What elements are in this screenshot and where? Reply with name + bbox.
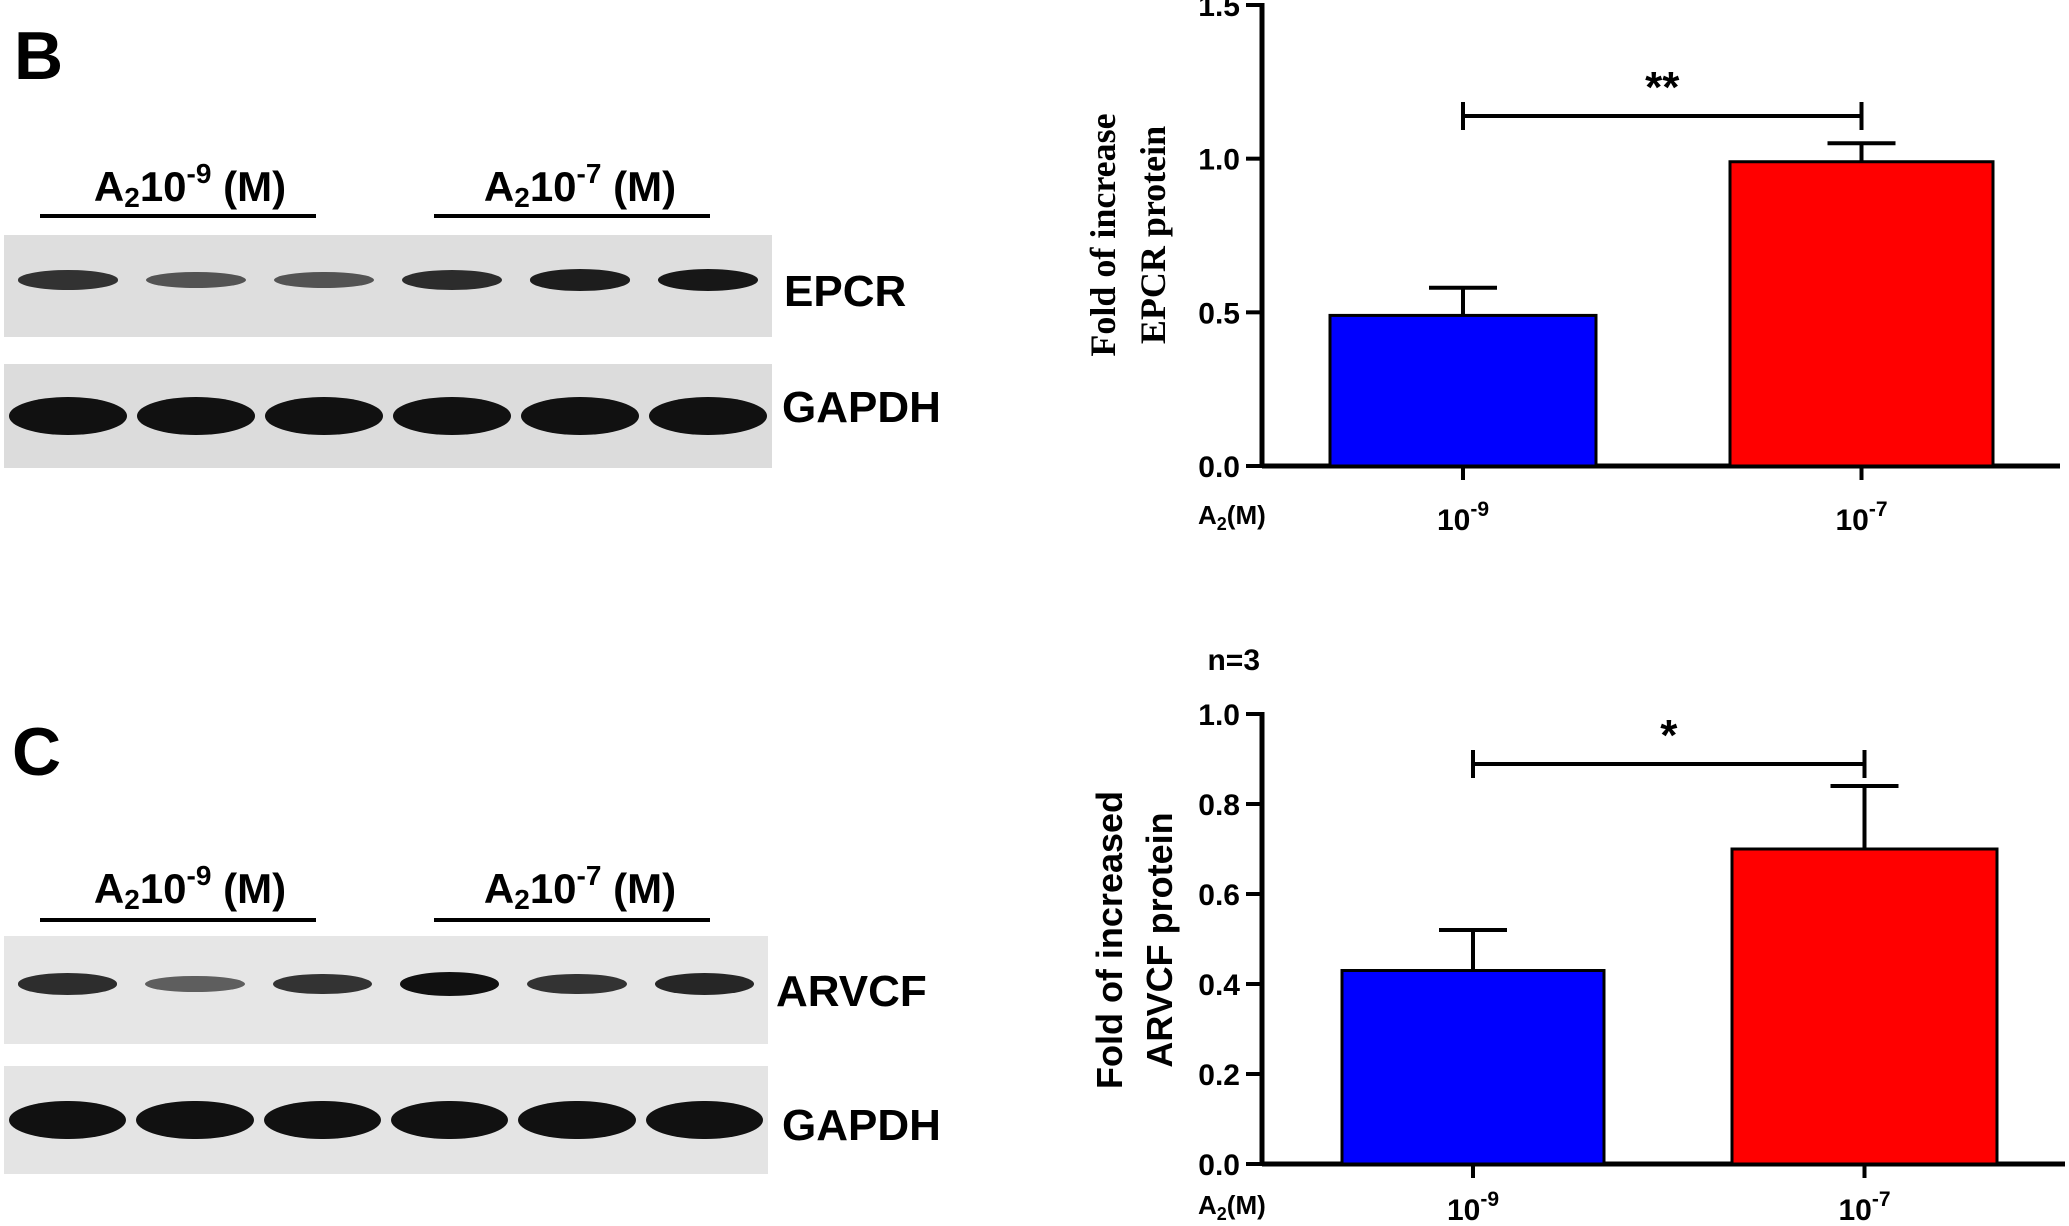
x-axis-prefix: A2(M)	[1198, 1190, 1266, 1224]
blot-band	[654, 973, 754, 995]
blot-band	[137, 397, 255, 435]
blot-band	[402, 270, 502, 290]
bar	[1728, 160, 1995, 468]
blot-band	[18, 270, 118, 290]
group-label-high-dose: A210-7 (M)	[483, 158, 677, 213]
blot-label-gapdh-c: GAPDH	[782, 1101, 941, 1150]
y-tick-label: 1.0	[1198, 144, 1240, 177]
panel-letter-c: C	[12, 714, 62, 790]
x-axis-prefix: A2(M)	[1198, 500, 1266, 534]
x-tick-label: 10-7	[1835, 498, 1887, 537]
blot-arvcf	[4, 936, 768, 1044]
y-tick-label: 1.0	[1198, 699, 1240, 732]
y-axis-title: ARVCF protein	[1139, 812, 1180, 1067]
group-label-low-dose-c: A210-9 (M)	[93, 860, 287, 915]
blot-band	[9, 1100, 127, 1140]
sample-size-note: n=3	[1207, 644, 1260, 677]
y-tick-label: 0.0	[1198, 1149, 1240, 1182]
group-label-low-dose: A210-9 (M)	[93, 158, 287, 213]
blot-band	[136, 1100, 254, 1140]
group-line-low-dose-c	[40, 918, 316, 922]
y-tick-label: 0.2	[1198, 1059, 1240, 1092]
y-tick-label: 0.6	[1198, 879, 1240, 912]
y-axis-title: EPCR protein	[1133, 126, 1173, 344]
group-line-high-dose-c	[434, 918, 710, 922]
blot-band	[521, 397, 639, 435]
bar-chart-arvcf: 0.0 0.2 0.4 0.6 0.8 1.0 Fold of increased ARVCF…	[1089, 644, 2065, 1226]
blot-band	[263, 1100, 381, 1140]
y-axis-title: Fold of increased	[1089, 791, 1130, 1089]
blot-band	[527, 973, 627, 995]
blot-band	[391, 1100, 509, 1140]
blot-label-arvcf: ARVCF	[776, 967, 927, 1016]
blot-label-epcr: EPCR	[784, 267, 907, 316]
x-tick-label: 10-9	[1437, 498, 1489, 537]
bar	[1328, 313, 1598, 468]
y-tick-label: 0.8	[1198, 789, 1240, 822]
blot-band	[658, 269, 758, 291]
significance-marker: **	[1645, 63, 1680, 112]
bar	[1730, 847, 1999, 1166]
blot-band	[274, 271, 374, 289]
y-axis-title: Fold of increase	[1083, 113, 1123, 356]
blot-band	[146, 271, 246, 289]
group-label-high-dose-c: A210-7 (M)	[483, 860, 677, 915]
significance-marker: *	[1660, 711, 1678, 760]
blot-label-gapdh-b: GAPDH	[782, 383, 941, 432]
blot-gapdh-b	[4, 364, 772, 468]
bar-chart-epcr: 0.0 0.5 1.0 1.5 Fold of increase EPCR protein…	[1083, 0, 2060, 537]
x-tick-label: 10-7	[1838, 1188, 1890, 1226]
blot-band	[400, 972, 500, 996]
blot-band	[9, 397, 127, 435]
group-line-low-dose	[40, 214, 316, 218]
blot-band	[265, 397, 383, 435]
blot-band	[145, 975, 245, 993]
blot-band	[518, 1100, 636, 1140]
y-tick-label: 0.0	[1198, 451, 1240, 484]
y-tick-label: 1.5	[1198, 0, 1240, 23]
blot-band	[272, 973, 372, 995]
blot-band	[649, 397, 767, 435]
blot-band	[645, 1100, 763, 1140]
blot-band	[393, 397, 511, 435]
bar	[1340, 969, 1606, 1166]
y-tick-label: 0.4	[1198, 969, 1240, 1002]
y-tick-label: 0.5	[1198, 297, 1240, 330]
x-tick-label: 10-9	[1447, 1188, 1499, 1226]
panel-letter-b: B	[14, 18, 64, 94]
blot-band	[530, 269, 630, 291]
blot-band	[18, 973, 118, 995]
blot-gapdh-c	[4, 1066, 768, 1174]
blot-epcr	[4, 235, 772, 337]
group-line-high-dose	[434, 214, 710, 218]
